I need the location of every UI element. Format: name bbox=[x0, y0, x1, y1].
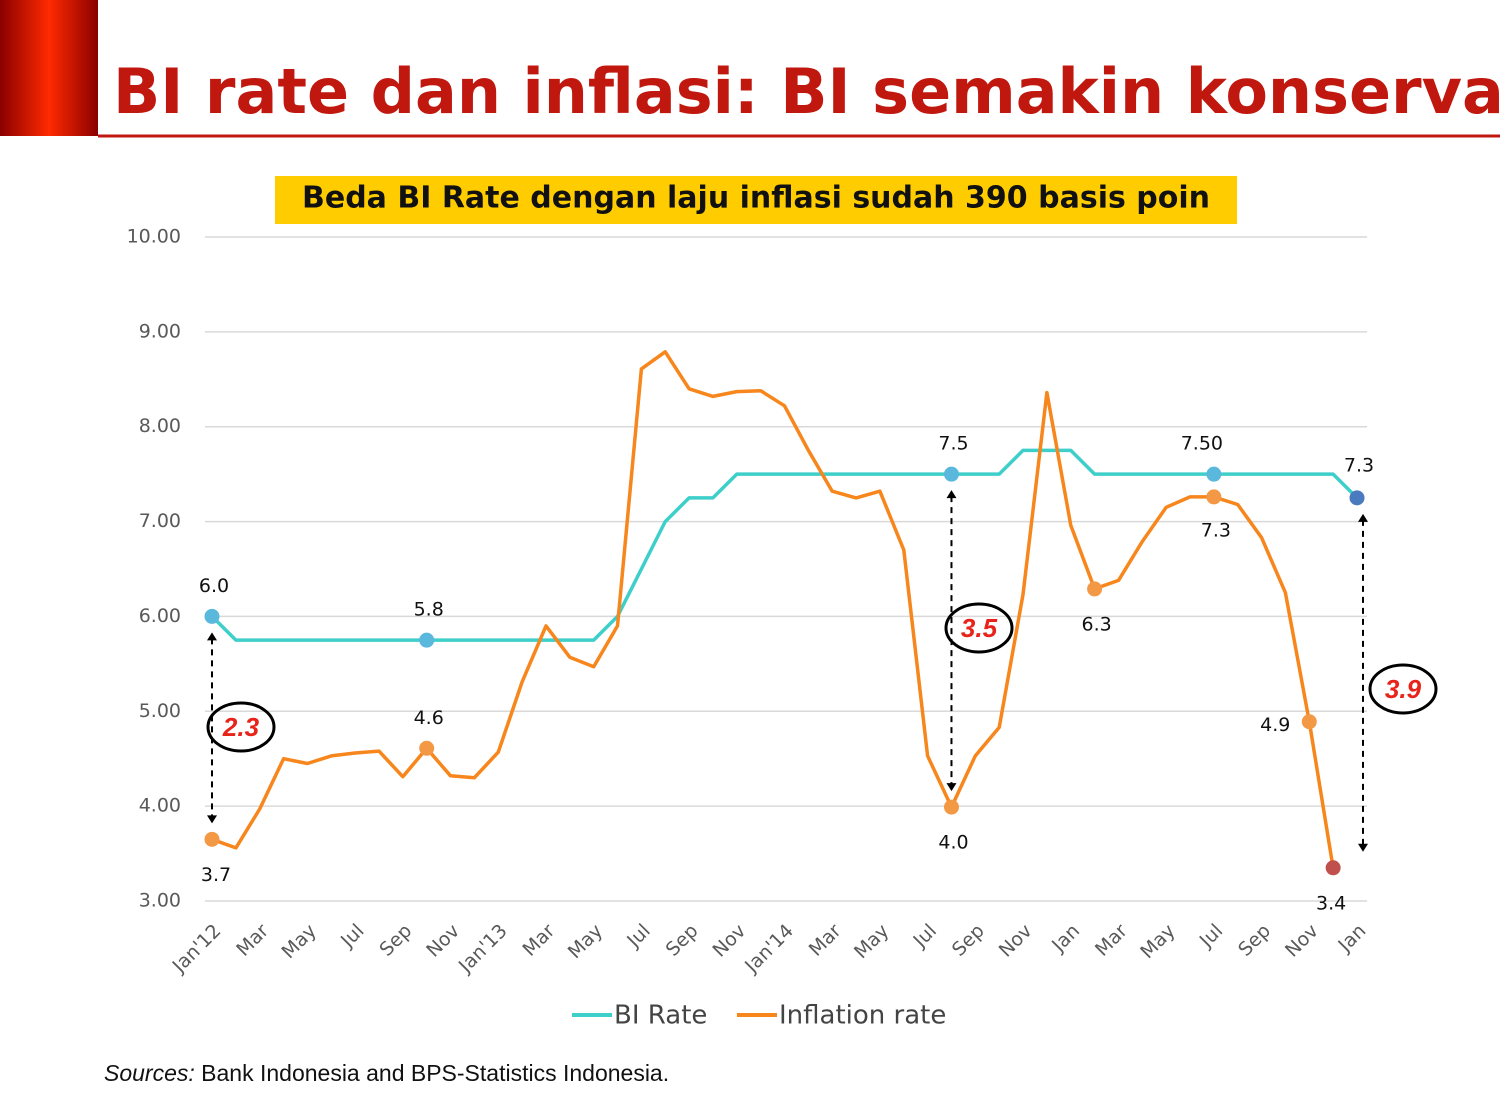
subtitle-banner bbox=[275, 176, 1237, 224]
x-tick-label: Jul bbox=[622, 920, 654, 952]
source-text: Bank Indonesia and BPS-Statistics Indone… bbox=[201, 1060, 669, 1086]
x-tick-label: Sep bbox=[948, 920, 989, 961]
data-label: 7.5 bbox=[938, 433, 968, 455]
data-label: 4.9 bbox=[1260, 714, 1290, 736]
y-tick-label: 9.00 bbox=[139, 320, 181, 342]
data-label: 4.6 bbox=[414, 707, 444, 729]
y-tick-label: 7.00 bbox=[139, 510, 181, 532]
x-tick-label: Jan'13 bbox=[454, 920, 512, 978]
data-label: 5.8 bbox=[414, 599, 444, 621]
title-block bbox=[0, 0, 98, 136]
data-point bbox=[1325, 860, 1341, 876]
arrow-head bbox=[207, 815, 217, 824]
data-point bbox=[1206, 466, 1222, 482]
chart-subtitle: Beda BI Rate dengan laju inflasi sudah 3… bbox=[302, 181, 1210, 216]
x-tick-label: Jan bbox=[1047, 920, 1084, 957]
source-label: Sources: bbox=[104, 1060, 195, 1086]
x-tick-label: May bbox=[1136, 920, 1179, 963]
y-tick-label: 5.00 bbox=[139, 700, 181, 722]
x-tick-label: Nov bbox=[708, 920, 750, 962]
x-tick-label: Sep bbox=[662, 920, 703, 961]
y-tick-label: 4.00 bbox=[139, 795, 181, 817]
x-tick-label: Jul bbox=[1195, 920, 1227, 952]
data-label: 6.0 bbox=[199, 575, 229, 597]
x-tick-label: Jan'12 bbox=[168, 920, 226, 978]
y-tick-label: 10.00 bbox=[127, 226, 181, 248]
annotation: 3.5 bbox=[961, 613, 998, 643]
chart-title: BI rate dan inflasi: BI semakin konserva… bbox=[113, 55, 1500, 128]
data-label: 7.3 bbox=[1344, 454, 1374, 476]
x-tick-label: Mar bbox=[518, 920, 559, 961]
x-tick-label: May bbox=[278, 920, 321, 963]
data-point bbox=[204, 831, 220, 847]
data-label: 7.50 bbox=[1181, 433, 1223, 455]
annotation-ring bbox=[944, 602, 1014, 654]
annotation-ring bbox=[1368, 663, 1438, 715]
data-point bbox=[943, 466, 959, 482]
y-tick-label: 6.00 bbox=[139, 605, 181, 627]
data-point bbox=[1087, 581, 1103, 597]
data-label: 3.7 bbox=[201, 864, 231, 886]
data-point bbox=[1349, 490, 1365, 506]
data-label: 4.0 bbox=[938, 832, 968, 854]
source: Sources: Bank Indonesia and BPS-Statisti… bbox=[104, 1060, 669, 1086]
data-point bbox=[1206, 489, 1222, 505]
x-tick-label: Nov bbox=[422, 920, 464, 962]
legend-label: Inflation rate bbox=[779, 1001, 946, 1031]
x-tick-label: Mar bbox=[805, 920, 846, 961]
arrow-head bbox=[1358, 513, 1368, 522]
data-point bbox=[1301, 714, 1317, 730]
annotation-ring bbox=[206, 701, 276, 753]
data-point bbox=[419, 632, 435, 648]
data-label: 7.3 bbox=[1201, 519, 1231, 541]
arrow-head bbox=[946, 490, 957, 499]
data-label: 3.4 bbox=[1316, 892, 1346, 914]
x-tick-label: Jan'14 bbox=[740, 920, 798, 978]
data-label: 6.3 bbox=[1081, 613, 1111, 635]
x-tick-label: Nov bbox=[1281, 920, 1323, 962]
legend-label: BI Rate bbox=[614, 1001, 707, 1031]
annotation: 3.9 bbox=[1385, 674, 1422, 704]
data-point bbox=[419, 740, 435, 756]
data-point bbox=[943, 799, 959, 815]
y-tick-label: 3.00 bbox=[139, 890, 181, 912]
series-line bbox=[210, 448, 1359, 642]
x-tick-label: Jan bbox=[1333, 920, 1370, 957]
x-tick-label: May bbox=[850, 920, 893, 963]
y-tick-label: 8.00 bbox=[139, 415, 181, 437]
arrow-head bbox=[946, 783, 957, 792]
series-line bbox=[211, 350, 1335, 869]
arrow-head bbox=[207, 632, 217, 641]
data-point bbox=[204, 608, 220, 624]
x-tick-label: May bbox=[564, 920, 607, 963]
x-tick-label: Sep bbox=[1234, 920, 1275, 961]
x-tick-label: Mar bbox=[1091, 920, 1132, 961]
x-tick-label: Nov bbox=[995, 920, 1037, 962]
x-tick-label: Jul bbox=[336, 920, 368, 952]
x-tick-label: Jul bbox=[909, 920, 941, 952]
x-tick-label: Sep bbox=[375, 920, 416, 961]
x-tick-label: Mar bbox=[232, 920, 273, 961]
annotation: 2.3 bbox=[222, 712, 260, 742]
arrow-head bbox=[1358, 843, 1368, 852]
